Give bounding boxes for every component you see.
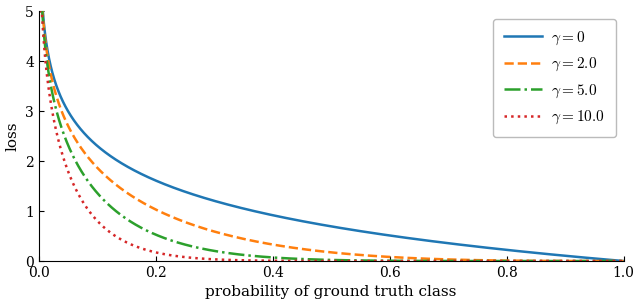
$\gamma = 0$ <box>180 190 188 193</box>
$\gamma = 10.0$ <box>180 255 188 259</box>
$\gamma = 5.0$ <box>410 259 418 263</box>
Legend: $\gamma = 0$, $\gamma = 2.0$, $\gamma = 5.0$, $\gamma = 10.0$: $\gamma = 0$, $\gamma = 2.0$, $\gamma = … <box>493 19 616 137</box>
$\gamma = 5.0$ <box>454 259 461 263</box>
$\gamma = 2.0$ <box>312 249 319 253</box>
$\gamma = 2.0$ <box>388 255 396 259</box>
$\gamma = 10.0$ <box>620 259 627 263</box>
Line: $\gamma = 2.0$: $\gamma = 2.0$ <box>39 11 623 261</box>
$\gamma = 5.0$ <box>180 243 188 246</box>
$\gamma = 5.0$ <box>388 259 396 263</box>
$\gamma = 5.0$ <box>35 9 43 13</box>
$\gamma = 10.0$ <box>454 259 461 263</box>
$\gamma = 5.0$ <box>312 258 319 261</box>
$\gamma = 0$ <box>582 256 589 260</box>
$\gamma = 0$ <box>620 259 627 263</box>
$\gamma = 2.0$ <box>35 9 43 13</box>
$\gamma = 5.0$ <box>582 259 589 263</box>
$\gamma = 0$ <box>454 242 461 246</box>
$\gamma = 5.0$ <box>620 259 627 263</box>
$\gamma = 10.0$ <box>312 259 319 263</box>
$\gamma = 0$ <box>410 237 418 241</box>
$\gamma = 2.0$ <box>180 220 188 224</box>
$\gamma = 2.0$ <box>582 259 589 263</box>
$\gamma = 2.0$ <box>620 259 627 263</box>
$\gamma = 10.0$ <box>582 259 589 263</box>
$\gamma = 0$ <box>35 9 43 13</box>
Line: $\gamma = 5.0$: $\gamma = 5.0$ <box>39 11 623 261</box>
$\gamma = 0$ <box>312 222 319 225</box>
X-axis label: probability of ground truth class: probability of ground truth class <box>205 285 457 300</box>
$\gamma = 10.0$ <box>35 9 43 13</box>
Line: $\gamma = 0$: $\gamma = 0$ <box>39 11 623 261</box>
Line: $\gamma = 10.0$: $\gamma = 10.0$ <box>39 11 623 261</box>
$\gamma = 2.0$ <box>454 258 461 261</box>
$\gamma = 2.0$ <box>410 257 418 260</box>
$\gamma = 10.0$ <box>388 259 396 263</box>
$\gamma = 10.0$ <box>410 259 418 263</box>
Y-axis label: loss: loss <box>6 121 20 151</box>
$\gamma = 0$ <box>388 234 396 238</box>
